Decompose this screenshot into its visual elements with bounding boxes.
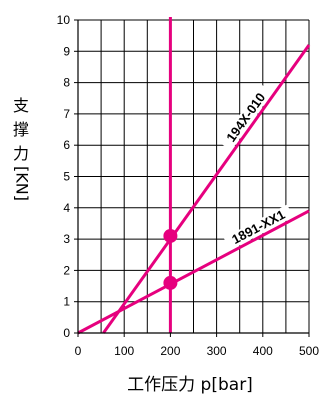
grid — [77, 19, 310, 334]
x-tick-label-500: 500 — [299, 344, 319, 358]
y-tick-label-7: 7 — [63, 107, 70, 121]
y-axis-label-char-2: 撑 — [13, 120, 29, 139]
y-tick-label-9: 9 — [63, 44, 70, 58]
series-label-bg-2 — [223, 204, 294, 251]
y-tick-label-4: 4 — [63, 201, 70, 215]
y-tick-label-0: 0 — [63, 326, 70, 340]
x-tick-label-0: 0 — [75, 344, 82, 358]
y-tick-label-3: 3 — [63, 232, 70, 246]
x-tick-label-300: 300 — [207, 344, 227, 358]
y-axis-label-char-3: 力 — [13, 144, 29, 163]
y-axis-label-char-1: 支 — [13, 96, 29, 115]
y-tick-label-5: 5 — [63, 170, 70, 184]
series-line-2 — [77, 209, 310, 335]
marker-1 — [163, 228, 178, 243]
x-axis-label: 工作压力 p[bar] — [127, 375, 253, 395]
series-label-group-1: 194X-010 — [219, 84, 273, 151]
y-axis-label: 支 撑 力 [KN] — [13, 96, 32, 201]
series-label-1: 194X-010 — [223, 90, 268, 145]
x-tick-label-400: 400 — [253, 344, 273, 358]
plot-area — [77, 17, 311, 335]
y-tick-label-2: 2 — [63, 263, 70, 277]
y-tick-label-1: 1 — [63, 295, 70, 309]
x-tick-label-200: 200 — [160, 344, 180, 358]
y-tick-label-6: 6 — [63, 138, 70, 152]
y-tick-label-8: 8 — [63, 76, 70, 90]
y-tick-label-10: 10 — [57, 13, 71, 27]
x-tick-label-100: 100 — [114, 344, 134, 358]
series-label-group-2: 1891-XX1 — [223, 204, 294, 251]
y-axis-label-rest: [KN] — [13, 166, 32, 201]
marker-2 — [163, 275, 178, 290]
series-label-bg-1 — [219, 84, 273, 151]
series-line-1 — [102, 44, 311, 334]
